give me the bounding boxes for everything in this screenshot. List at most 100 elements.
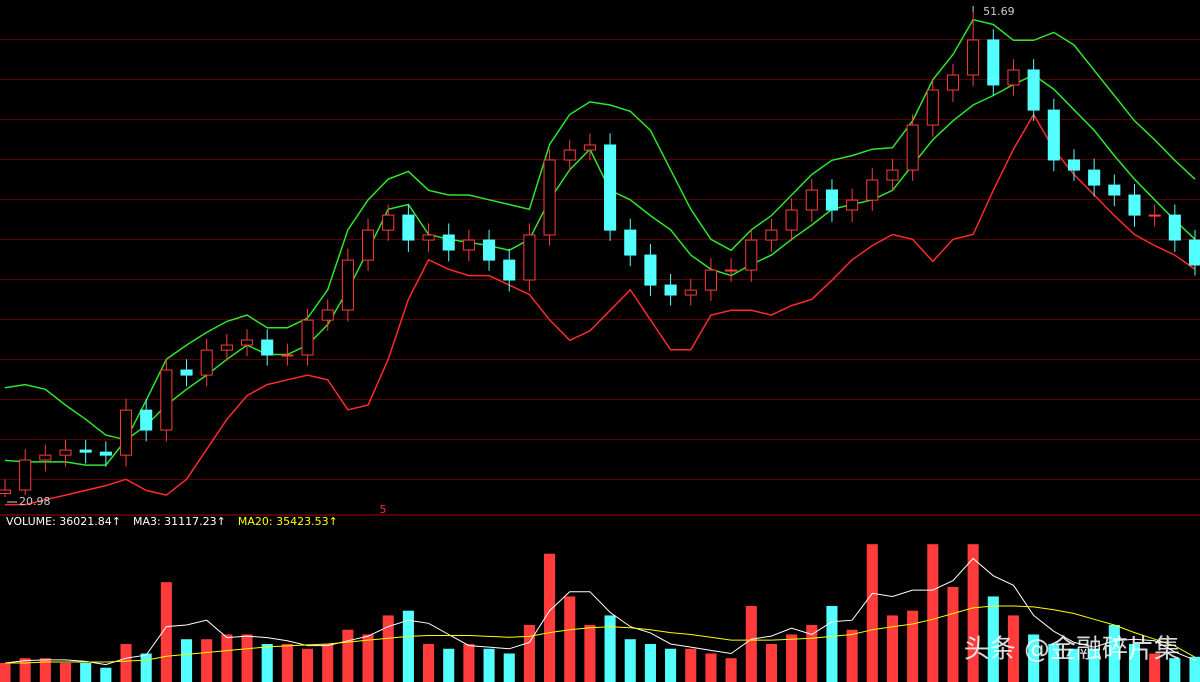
volume-bar — [59, 662, 72, 682]
volume-bar — [1108, 624, 1120, 682]
candle-body — [462, 239, 475, 251]
candle-body — [99, 451, 112, 456]
volume-bar — [322, 643, 334, 682]
volume-bar — [584, 624, 596, 682]
volume-bar — [423, 643, 435, 682]
candle-body — [886, 169, 899, 181]
volume-bar — [402, 610, 414, 682]
candle-body — [664, 284, 677, 296]
candle-body — [1168, 214, 1181, 241]
candle-body — [785, 209, 798, 231]
volume-bar — [221, 634, 233, 682]
candle-body — [1088, 169, 1101, 186]
candle-body — [825, 189, 838, 211]
candle-body — [422, 234, 435, 241]
bollinger-band — [4, 18, 1196, 441]
candle-body — [321, 309, 334, 321]
bollinger-band — [5, 113, 1196, 506]
candle-body — [1067, 159, 1081, 171]
volume-bar — [261, 643, 273, 682]
candle-body — [79, 449, 92, 453]
volume-bar — [382, 615, 394, 682]
volume-bar — [0, 662, 11, 682]
volume-bar — [160, 582, 172, 682]
volume-bar — [523, 624, 535, 682]
volume-bar — [39, 658, 51, 682]
candle-body — [967, 39, 980, 76]
volume-bar — [907, 610, 919, 682]
volume-bar — [947, 586, 959, 682]
volume-bar — [1028, 634, 1040, 682]
volume-bar — [281, 643, 293, 682]
candle-body — [765, 229, 778, 241]
candle-body — [906, 124, 919, 171]
volume-bar — [685, 648, 697, 682]
volume-bar — [180, 639, 193, 682]
candle-body — [523, 234, 536, 281]
legend-entry: MA3: 31117.23↑ — [133, 515, 226, 528]
candle-body — [483, 239, 496, 261]
candle-body — [946, 74, 960, 91]
volume-bar — [725, 658, 737, 682]
candle-body — [160, 369, 173, 431]
volume-bar — [19, 658, 31, 682]
volume-bar — [1088, 648, 1100, 682]
volume-bar — [544, 553, 556, 682]
volume-bar — [120, 643, 132, 682]
legend-entry: MA20: 35423.53↑ — [238, 515, 338, 528]
volume-bar — [624, 639, 636, 682]
volume-bar — [745, 605, 757, 682]
legend-entry: VOLUME: 36021.84↑ — [6, 515, 121, 528]
volume-bar — [503, 653, 515, 682]
marker-label: 5 — [380, 503, 387, 516]
volume-bar — [80, 662, 92, 682]
candle-body — [1108, 184, 1121, 196]
volume-bar — [301, 648, 314, 682]
candle-body — [402, 214, 415, 241]
volume-bar — [665, 648, 677, 682]
volume-bar — [705, 653, 717, 682]
volume-bar — [1149, 653, 1161, 682]
candle-body — [624, 229, 637, 256]
candle-body — [341, 259, 354, 311]
candle-body — [200, 349, 213, 376]
candle-body — [745, 239, 758, 271]
bollinger-band — [4, 74, 1196, 466]
volume-bar — [886, 615, 899, 682]
volume-bar — [342, 629, 354, 682]
candle-body — [1128, 194, 1141, 216]
candle-body — [684, 289, 697, 296]
candle-body — [725, 269, 738, 272]
candle-body — [503, 259, 516, 281]
volume-bar — [362, 634, 374, 682]
candle-body — [59, 449, 72, 456]
candle-body — [1027, 69, 1040, 111]
volume-bar — [140, 653, 152, 682]
candle-body — [604, 144, 617, 231]
candle-body — [1047, 109, 1060, 161]
candle-body — [583, 144, 596, 151]
volume-bar — [1007, 615, 1020, 682]
candle-body — [39, 454, 52, 461]
candle-body — [563, 149, 576, 161]
candle-body — [805, 189, 818, 211]
volume-bar — [765, 643, 777, 682]
volume-bar — [201, 639, 213, 682]
volume-bar — [564, 596, 576, 682]
high-label: 51.69 — [983, 5, 1015, 18]
volume-bar — [927, 544, 939, 682]
candle-body — [261, 339, 274, 356]
volume-bar — [866, 544, 878, 682]
volume-bar — [967, 544, 979, 682]
candle-body — [0, 489, 12, 495]
volume-bar — [644, 643, 656, 682]
candle-body — [240, 339, 254, 346]
volume-bar — [604, 615, 616, 682]
volume-bar — [806, 624, 818, 682]
candle-body — [362, 229, 375, 261]
candle-body — [1188, 239, 1200, 266]
candle-body — [442, 234, 455, 251]
volume-bar — [463, 643, 475, 682]
candle-body — [1148, 214, 1161, 217]
